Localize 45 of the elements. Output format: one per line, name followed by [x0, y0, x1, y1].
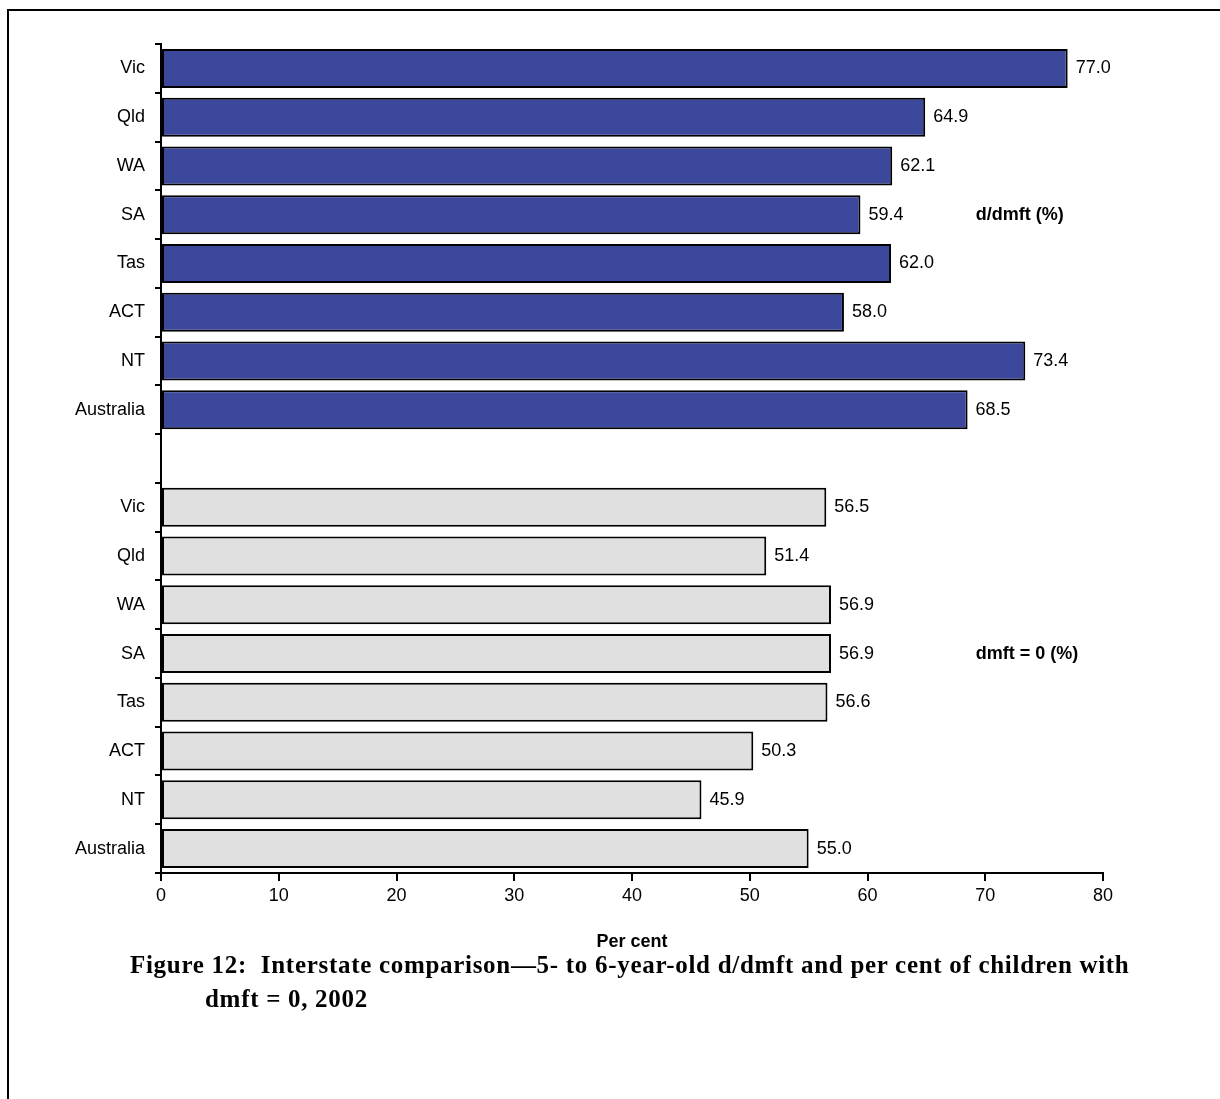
data-label: 64.9 — [933, 106, 969, 127]
data-label: 59.4 — [868, 203, 904, 224]
data-label: 56.9 — [839, 593, 875, 614]
data-label: 56.9 — [839, 642, 875, 663]
y-tick-label: Qld — [116, 545, 145, 565]
x-tick-label: 0 — [155, 884, 167, 905]
y-tick-label: Australia — [74, 837, 146, 858]
data-label: 56.6 — [835, 691, 871, 712]
x-tick-label: 30 — [504, 884, 525, 905]
x-tick-label: 10 — [268, 884, 289, 905]
y-tick-label: SA — [120, 642, 145, 663]
data-label: 73.4 — [1033, 349, 1069, 370]
data-label: 56.5 — [834, 496, 870, 517]
y-tick-label: NT — [121, 788, 145, 809]
y-tick-label: Tas — [116, 691, 145, 712]
y-tick-label: WA — [116, 593, 145, 614]
x-axis-title: Per cent — [596, 931, 668, 952]
y-tick-label: Vic — [120, 57, 145, 78]
data-label: 50.3 — [761, 740, 797, 761]
data-label: 62.0 — [899, 252, 935, 273]
x-tick-label: 20 — [386, 884, 407, 905]
y-tick-label: ACT — [109, 740, 145, 761]
data-label: 51.4 — [774, 545, 810, 565]
x-tick-label: 50 — [739, 884, 760, 905]
y-tick-label: SA — [120, 203, 145, 224]
x-tick-label: 40 — [621, 884, 643, 905]
y-tick-label: Qld — [116, 106, 145, 127]
y-tick-label: Australia — [74, 398, 146, 419]
x-tick-label: 80 — [1092, 884, 1114, 905]
x-tick-label: 60 — [857, 884, 878, 905]
caption: Figure 12: Interstate comparison—5- to 6-year-old d/dmft and per cent of children with dmft = 0, 2002 — [130, 950, 1131, 1014]
text: d/dmft (%) — [975, 203, 1064, 224]
text: dmft = 0 (%) — [975, 642, 1079, 663]
y-tick-label: Vic — [120, 496, 145, 517]
y-tick-label: Tas — [116, 252, 145, 273]
data-label: 45.9 — [709, 788, 745, 809]
data-label: 55.0 — [816, 837, 852, 858]
data-label: 68.5 — [975, 398, 1011, 419]
data-label: 62.1 — [900, 154, 936, 175]
y-tick-label: NT — [121, 349, 145, 370]
y-tick-label: ACT — [109, 301, 145, 322]
data-label: 58.0 — [851, 301, 887, 322]
y-tick-label: WA — [116, 154, 145, 175]
data-label: 77.0 — [1075, 57, 1111, 78]
x-tick-label: 70 — [975, 884, 996, 905]
